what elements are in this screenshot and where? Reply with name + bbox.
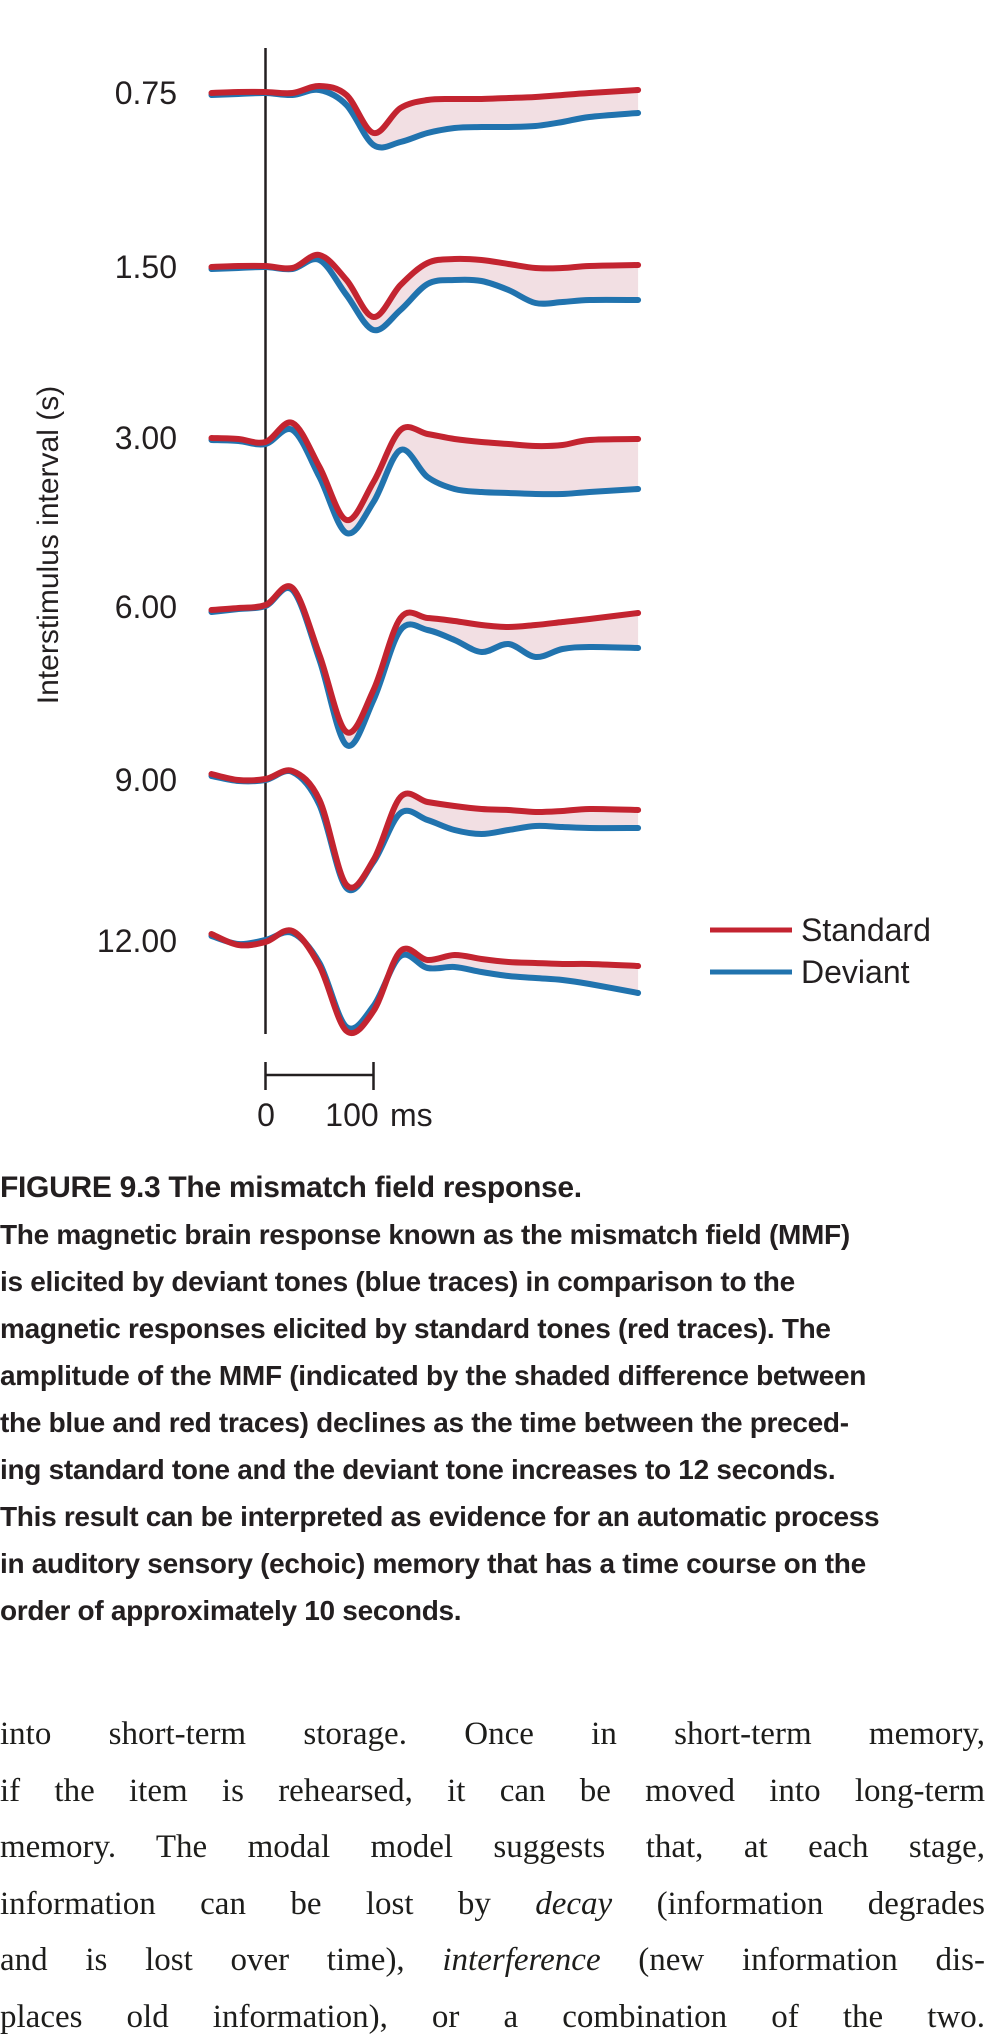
trace-group-isi-3	[208, 419, 642, 537]
mmf-chart: 0.75 1.50 3.00 6.00 9.00 12.00 Interstim…	[32, 48, 931, 1133]
mmf-difference-fill	[211, 586, 639, 746]
body-text-line: if the item is rehearsed, it can be move…	[0, 1772, 985, 1809]
isi-label-3-00: 3.00	[115, 420, 177, 456]
caption-line: order of approximately 10 seconds.	[0, 1595, 462, 1626]
mmf-difference-fill	[211, 254, 639, 331]
isi-label-12-00: 12.00	[97, 923, 177, 959]
trace-group-isi-6	[208, 583, 642, 749]
caption-line: The magnetic brain response known as the…	[0, 1219, 850, 1250]
caption-line: in auditory sensory (echoic) memory that…	[0, 1548, 866, 1579]
scale-bar-label-hundred: 100	[325, 1097, 378, 1133]
trace-group-isi-12	[208, 927, 642, 1036]
isi-label-9-00: 9.00	[115, 762, 177, 798]
mmf-difference-fill	[211, 85, 639, 148]
trace-group-isi-0.75	[208, 83, 642, 151]
figure-caption-heading: FIGURE 9.3 The mismatch field response.	[0, 1171, 582, 1204]
deviant-trace	[208, 584, 642, 749]
figure-9-3: 0.75 1.50 3.00 6.00 9.00 12.00 Interstim…	[32, 48, 931, 1133]
body-text-line: places old information), or a combinatio…	[0, 1998, 985, 2035]
mmf-difference-fill	[211, 422, 639, 534]
y-axis-label: Interstimulus interval (s)	[32, 386, 65, 704]
standard-trace	[208, 251, 642, 320]
standard-trace	[208, 583, 642, 736]
body-text-line: memory. The modal model suggests that, a…	[0, 1829, 985, 1865]
body-text-line: information can be lost by decay (inform…	[0, 1885, 985, 1922]
body-text-line: into short-term storage. Once in short-t…	[0, 1716, 985, 1752]
legend-deviant-label: Deviant	[801, 954, 910, 990]
deviant-trace	[208, 768, 642, 894]
italic-term: decay	[535, 1885, 613, 1922]
scale-bar-label-zero: 0	[257, 1097, 275, 1133]
scale-bar-unit: ms	[390, 1097, 433, 1133]
deviant-trace	[208, 929, 642, 1032]
trace-group-isi-9	[208, 767, 642, 894]
time-scale-bar: 0 100 ms	[257, 1062, 433, 1133]
standard-trace	[208, 767, 642, 891]
legend-standard-label: Standard	[801, 912, 931, 948]
figure-caption: FIGURE 9.3 The mismatch field response. …	[0, 1164, 985, 1634]
legend: Standard Deviant	[710, 912, 931, 990]
caption-line: is elicited by deviant tones (blue trace…	[0, 1266, 795, 1297]
caption-line: This result can be interpreted as eviden…	[0, 1501, 880, 1532]
caption-line: ing standard tone and the deviant tone i…	[0, 1454, 836, 1485]
trace-layer	[208, 83, 642, 1036]
standard-trace	[208, 927, 642, 1036]
standard-trace	[208, 419, 642, 523]
caption-line: magnetic responses elicited by standard …	[0, 1313, 831, 1344]
standard-trace	[208, 83, 642, 136]
body-text-line: and is lost over time), interference (ne…	[0, 1942, 985, 1978]
deviant-trace	[208, 426, 642, 537]
body-paragraph: into short-term storage. Once in short-t…	[0, 1706, 985, 2037]
trace-group-isi-1.5	[208, 251, 642, 334]
isi-label-1-50: 1.50	[115, 249, 177, 285]
isi-label-0-75: 0.75	[115, 75, 177, 111]
isi-label-6-00: 6.00	[115, 589, 177, 625]
italic-term: interference	[442, 1942, 601, 1978]
caption-line: amplitude of the MMF (indicated by the s…	[0, 1360, 867, 1391]
caption-line: the blue and red traces) declines as the…	[0, 1407, 849, 1438]
